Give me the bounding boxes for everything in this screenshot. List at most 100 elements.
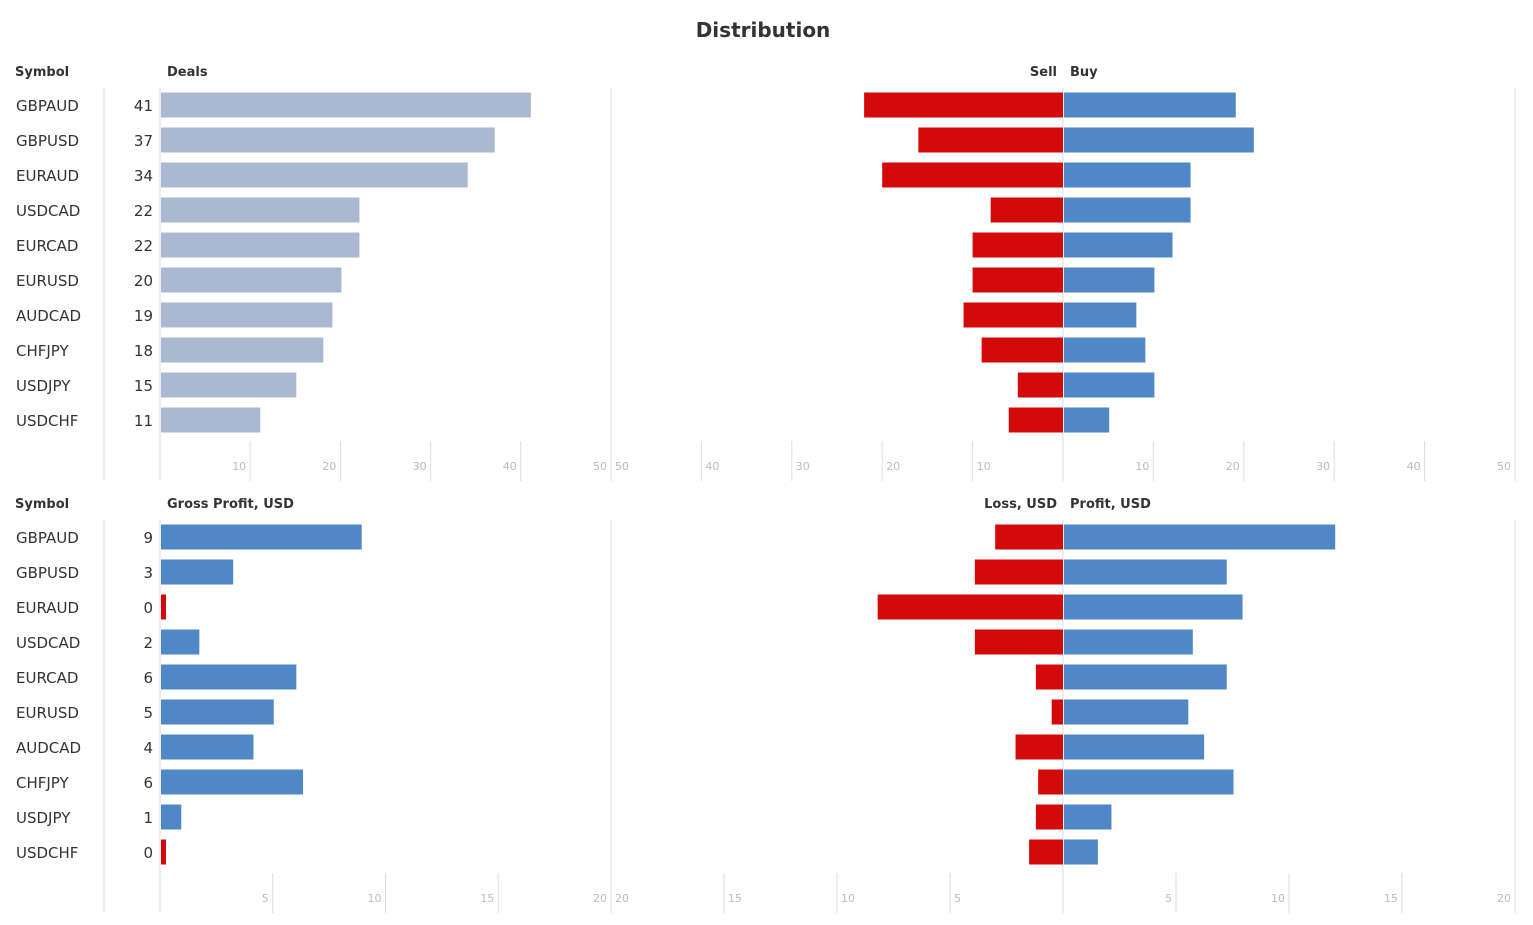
pos-bar <box>1064 407 1110 433</box>
symbol-label: EURCAD <box>16 669 78 687</box>
left-bar <box>161 232 360 258</box>
value-label: 1 <box>143 809 153 827</box>
symbol-label: USDJPY <box>16 809 71 827</box>
symbol-label: GBPUSD <box>16 132 79 150</box>
pos-tick-label: 50 <box>1497 460 1511 473</box>
left-bar <box>161 127 495 153</box>
neg-bar <box>995 524 1063 550</box>
left-bar <box>161 92 531 118</box>
left-tick-label: 15 <box>480 892 494 905</box>
neg-bar <box>974 559 1063 585</box>
neg-bar <box>981 337 1063 363</box>
loss-header: Loss, USD <box>984 497 1057 512</box>
symbol-label: EURAUD <box>16 599 79 617</box>
value-label: 3 <box>143 564 153 582</box>
neg-bar <box>963 302 1063 328</box>
symbol-label: GBPAUD <box>16 97 79 115</box>
neg-tick-label: 10 <box>977 460 991 473</box>
value-label: 18 <box>134 342 153 360</box>
pos-bar <box>1064 337 1146 363</box>
pos-tick-label: 15 <box>1384 892 1398 905</box>
value-label: 0 <box>143 844 153 862</box>
neg-bar <box>974 629 1063 655</box>
symbol-label: AUDCAD <box>16 739 81 757</box>
value-label: 4 <box>143 739 153 757</box>
left-bar <box>161 162 468 188</box>
left-bar <box>161 267 342 293</box>
left-bar <box>161 699 274 725</box>
value-label: 20 <box>134 272 153 290</box>
value-label: 37 <box>134 132 153 150</box>
pos-bar <box>1064 839 1098 865</box>
value-label: 2 <box>143 634 153 652</box>
pos-bar <box>1064 559 1227 585</box>
neg-bar <box>1035 804 1063 830</box>
gridlines-layer <box>103 88 1516 913</box>
neg-bar <box>882 162 1063 188</box>
pos-bar <box>1064 127 1254 153</box>
left-bar <box>161 337 324 363</box>
neg-bar <box>918 127 1063 153</box>
left-tick-label: 30 <box>413 460 427 473</box>
pos-tick-label: 20 <box>1226 460 1240 473</box>
left-bar <box>161 524 362 550</box>
symbol-label: CHFJPY <box>16 342 70 360</box>
symbol-label: EURAUD <box>16 167 79 185</box>
value-label: 9 <box>143 529 153 547</box>
value-label: 5 <box>143 704 153 722</box>
value-label: 41 <box>134 97 153 115</box>
value-label: 6 <box>143 774 153 792</box>
neg-bar <box>1015 734 1063 760</box>
left-tick-label: 10 <box>232 460 246 473</box>
left-tick-label: 5 <box>262 892 269 905</box>
pos-bar <box>1064 734 1205 760</box>
pos-bar <box>1064 804 1112 830</box>
gross-profit-header: Gross Profit, USD <box>167 497 294 512</box>
symbol-label: USDCHF <box>16 844 78 862</box>
chart-title: Distribution <box>696 18 831 42</box>
neg-tick-label: 15 <box>728 892 742 905</box>
left-bar <box>161 197 360 223</box>
symbol-label: USDJPY <box>16 377 71 395</box>
neg-bar <box>1051 699 1063 725</box>
pos-bar <box>1064 372 1155 398</box>
buy-header: Buy <box>1070 65 1098 80</box>
pos-bar <box>1064 664 1227 690</box>
pos-bar <box>1064 162 1191 188</box>
symbol-label: GBPUSD <box>16 564 79 582</box>
pos-bar <box>1064 232 1173 258</box>
value-label: 11 <box>134 412 153 430</box>
neg-bar <box>1029 839 1063 865</box>
neg-bar <box>864 92 1063 118</box>
neg-tick-label: 10 <box>841 892 855 905</box>
left-tick-label: 20 <box>322 460 336 473</box>
symbol-label: CHFJPY <box>16 774 70 792</box>
symbol-label: EURUSD <box>16 272 79 290</box>
value-label: 22 <box>134 237 153 255</box>
pos-bar <box>1064 594 1243 620</box>
symbol-label: USDCAD <box>16 634 80 652</box>
neg-bar <box>1008 407 1063 433</box>
pos-bar <box>1064 92 1236 118</box>
left-bar <box>161 629 200 655</box>
deals-symbol-header: Symbol <box>15 65 69 80</box>
neg-bar <box>1017 372 1063 398</box>
pos-bar <box>1064 699 1189 725</box>
pos-bar <box>1064 302 1137 328</box>
pos-tick-label: 10 <box>1135 460 1149 473</box>
pos-tick-label: 20 <box>1497 892 1511 905</box>
neg-tick-label: 5 <box>954 892 961 905</box>
left-bar <box>161 407 261 433</box>
symbol-label: EURCAD <box>16 237 78 255</box>
neg-tick-label: 50 <box>615 460 629 473</box>
pos-bar <box>1064 267 1155 293</box>
deals-header: Deals <box>167 65 208 80</box>
neg-tick-label: 20 <box>615 892 629 905</box>
left-bar <box>161 559 234 585</box>
neg-bar <box>972 232 1063 258</box>
left-bar <box>161 734 254 760</box>
pos-bar <box>1064 524 1336 550</box>
profit-symbol-header: Symbol <box>15 497 69 512</box>
left-bar <box>161 664 297 690</box>
